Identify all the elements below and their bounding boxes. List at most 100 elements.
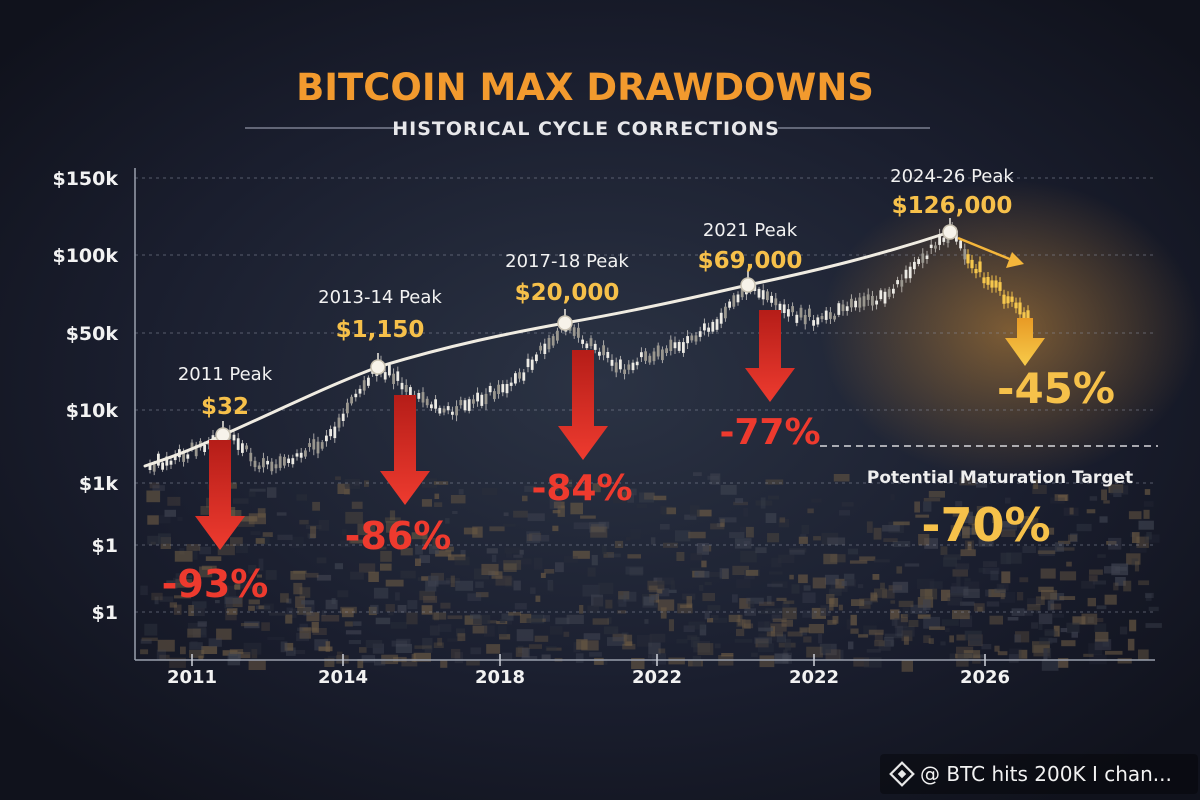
candle-body xyxy=(467,399,471,411)
texture-block xyxy=(370,604,379,614)
texture-block xyxy=(1081,613,1098,625)
candle-body xyxy=(152,464,156,472)
candle-body xyxy=(484,393,488,405)
candle-body xyxy=(770,295,773,303)
candle-body xyxy=(295,453,299,457)
texture-block xyxy=(940,641,946,646)
candle-body xyxy=(358,388,362,394)
texture-block xyxy=(657,599,675,611)
candle-body xyxy=(266,460,269,465)
texture-block xyxy=(350,571,364,580)
candle-body xyxy=(694,335,698,342)
texture-block xyxy=(825,649,841,660)
texture-block xyxy=(800,534,807,539)
texture-block xyxy=(447,638,463,642)
texture-block xyxy=(1088,643,1103,656)
texture-block xyxy=(1038,622,1043,631)
texture-block xyxy=(140,585,148,596)
texture-block xyxy=(215,600,220,604)
texture-block xyxy=(1072,616,1086,625)
candle-body xyxy=(875,300,878,305)
candle-body xyxy=(472,399,475,404)
texture-block xyxy=(915,514,930,518)
candle-body xyxy=(157,453,160,466)
candle-body xyxy=(711,321,715,332)
texture-block xyxy=(487,620,497,624)
projection-trend-line xyxy=(957,236,1013,262)
texture-block xyxy=(1006,552,1022,564)
texture-block xyxy=(1009,648,1022,660)
texture-block xyxy=(158,515,171,524)
peak-marker xyxy=(370,359,386,375)
texture-block xyxy=(765,513,777,523)
texture-block xyxy=(859,556,876,561)
texture-block xyxy=(866,521,873,533)
texture-block xyxy=(648,642,661,655)
texture-block xyxy=(964,578,971,582)
texture-block xyxy=(380,563,392,571)
texture-block xyxy=(631,658,645,669)
texture-block xyxy=(316,557,327,564)
texture-block xyxy=(179,575,193,579)
texture-block xyxy=(851,599,865,606)
texture-block xyxy=(187,622,206,635)
texture-block xyxy=(1053,625,1060,637)
texture-block xyxy=(923,635,931,643)
texture-block xyxy=(1027,604,1041,611)
texture-block xyxy=(372,643,384,654)
texture-block xyxy=(447,615,463,620)
texture-block xyxy=(874,588,887,598)
texture-block xyxy=(237,516,255,527)
texture-block xyxy=(466,659,480,666)
texture-block xyxy=(1145,623,1162,628)
peak-price: $69,000 xyxy=(698,248,803,274)
texture-block xyxy=(627,554,641,559)
texture-block xyxy=(772,618,787,623)
texture-block xyxy=(1038,613,1053,625)
texture-block xyxy=(357,523,376,536)
texture-block xyxy=(174,595,191,599)
texture-block xyxy=(736,628,745,637)
texture-block xyxy=(960,615,973,628)
texture-block xyxy=(870,592,877,601)
texture-block xyxy=(1086,509,1096,514)
texture-block xyxy=(415,545,423,555)
texture-block xyxy=(433,481,449,485)
candle-body xyxy=(333,426,337,439)
candle-body xyxy=(505,384,509,394)
texture-block xyxy=(314,639,329,651)
texture-block xyxy=(497,560,505,569)
texture-block xyxy=(908,620,919,627)
texture-block xyxy=(964,630,982,641)
texture-block xyxy=(594,657,604,665)
texture-block xyxy=(1043,527,1055,535)
candle-body xyxy=(829,312,832,319)
texture-block xyxy=(345,511,363,524)
candle-body xyxy=(257,465,261,469)
texture-block xyxy=(757,621,770,628)
texture-block xyxy=(656,588,670,597)
texture-block xyxy=(505,577,514,587)
texture-block xyxy=(156,649,166,660)
texture-block xyxy=(647,580,665,591)
texture-block xyxy=(301,600,315,605)
texture-block xyxy=(960,549,976,557)
texture-block xyxy=(982,561,997,568)
texture-block xyxy=(217,544,235,556)
texture-block xyxy=(1059,571,1077,581)
texture-block xyxy=(710,615,719,620)
texture-block xyxy=(701,560,707,568)
texture-block xyxy=(858,634,869,638)
texture-block xyxy=(890,494,895,501)
texture-block xyxy=(650,537,656,545)
texture-block xyxy=(299,627,311,639)
candle-body xyxy=(887,289,891,297)
texture-block xyxy=(598,521,610,529)
texture-block xyxy=(528,644,542,649)
texture-block xyxy=(733,501,748,506)
texture-block xyxy=(580,515,596,519)
texture-block xyxy=(751,652,758,657)
texture-block xyxy=(827,619,837,625)
candle-body xyxy=(824,310,828,320)
